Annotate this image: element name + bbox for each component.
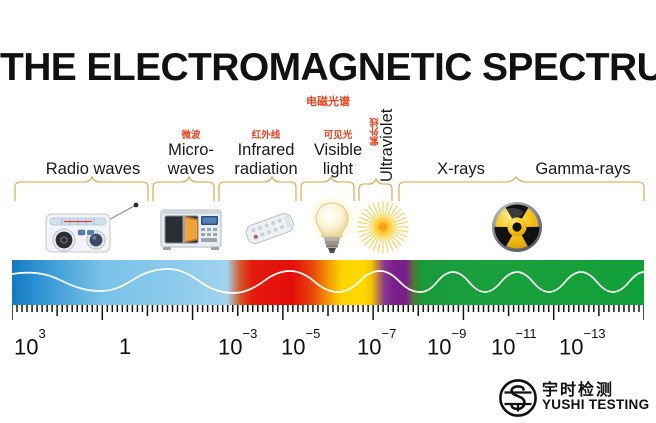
- brace-ultraviolet: [358, 177, 393, 201]
- band-label-infrared-line2: radiation: [234, 160, 298, 178]
- brand-logo: 宇时检测 YUSHI TESTING: [498, 378, 650, 418]
- scale-tick-label-4: 10−7: [357, 325, 397, 360]
- band-label-microwaves-line1: Micro-: [168, 141, 214, 159]
- brace-microwaves: [152, 176, 215, 201]
- band-brace-group: [14, 176, 645, 201]
- spectrum-bar-group: [12, 260, 644, 328]
- page-title: THE ELECTROMAGNETIC SPECTRUM: [0, 46, 656, 89]
- band-label-infrared-chinese: 红外线: [251, 130, 281, 141]
- page-subtitle-chinese: 电磁光谱: [306, 95, 350, 108]
- band-label-radio-waves: Radio waves: [45, 160, 141, 178]
- radioactive-icon: [490, 200, 544, 259]
- scale-tick-label-3: 10−5: [281, 325, 321, 360]
- tv-remote-icon: [240, 210, 300, 253]
- light-bulb-icon: [304, 196, 360, 261]
- brace-visible-light: [300, 176, 355, 201]
- brand-name-english: YUSHI TESTING: [542, 397, 650, 412]
- s-monogram-icon: [499, 379, 537, 417]
- scale-tick-label-2: 10−3: [218, 325, 258, 360]
- microwave-oven-icon: [158, 204, 224, 257]
- band-icon-group: [0, 189, 656, 265]
- scale-tick-label-5: 10−9: [427, 325, 467, 360]
- brand-name-chinese: 宇时检测: [542, 380, 615, 399]
- spectrum-waveform: [12, 268, 644, 294]
- band-label-microwaves-chinese: 微波: [181, 130, 201, 141]
- brace-infrared: [218, 176, 297, 201]
- band-label-microwaves-line2: waves: [167, 160, 215, 178]
- band-label-xrays: X-rays: [437, 160, 485, 178]
- band-label-visible-line1: Visible: [313, 141, 363, 159]
- band-label-infrared-line1: Infrared: [237, 141, 295, 159]
- scale-tick-label-7: 10−13: [559, 325, 606, 360]
- spectrum-color-bar: [12, 260, 644, 305]
- band-label-visible-line2: light: [322, 160, 354, 178]
- radio-icon: [40, 202, 140, 261]
- spectrum-ruler-ticks: [12, 305, 644, 320]
- band-label-gamma-rays: Gamma-rays: [535, 160, 631, 178]
- brace-xrays-gamma-rays: [398, 176, 645, 201]
- sun-icon: [345, 189, 421, 265]
- band-label-visible-chinese: 可见光: [323, 130, 353, 141]
- band-label-ultraviolet: Ultraviolet: [378, 108, 396, 182]
- brace-radio: [14, 176, 149, 201]
- scale-tick-label-0: 103: [14, 325, 46, 360]
- scale-tick-label-6: 10−11: [491, 325, 537, 360]
- scale-tick-label-1: 1: [119, 334, 132, 359]
